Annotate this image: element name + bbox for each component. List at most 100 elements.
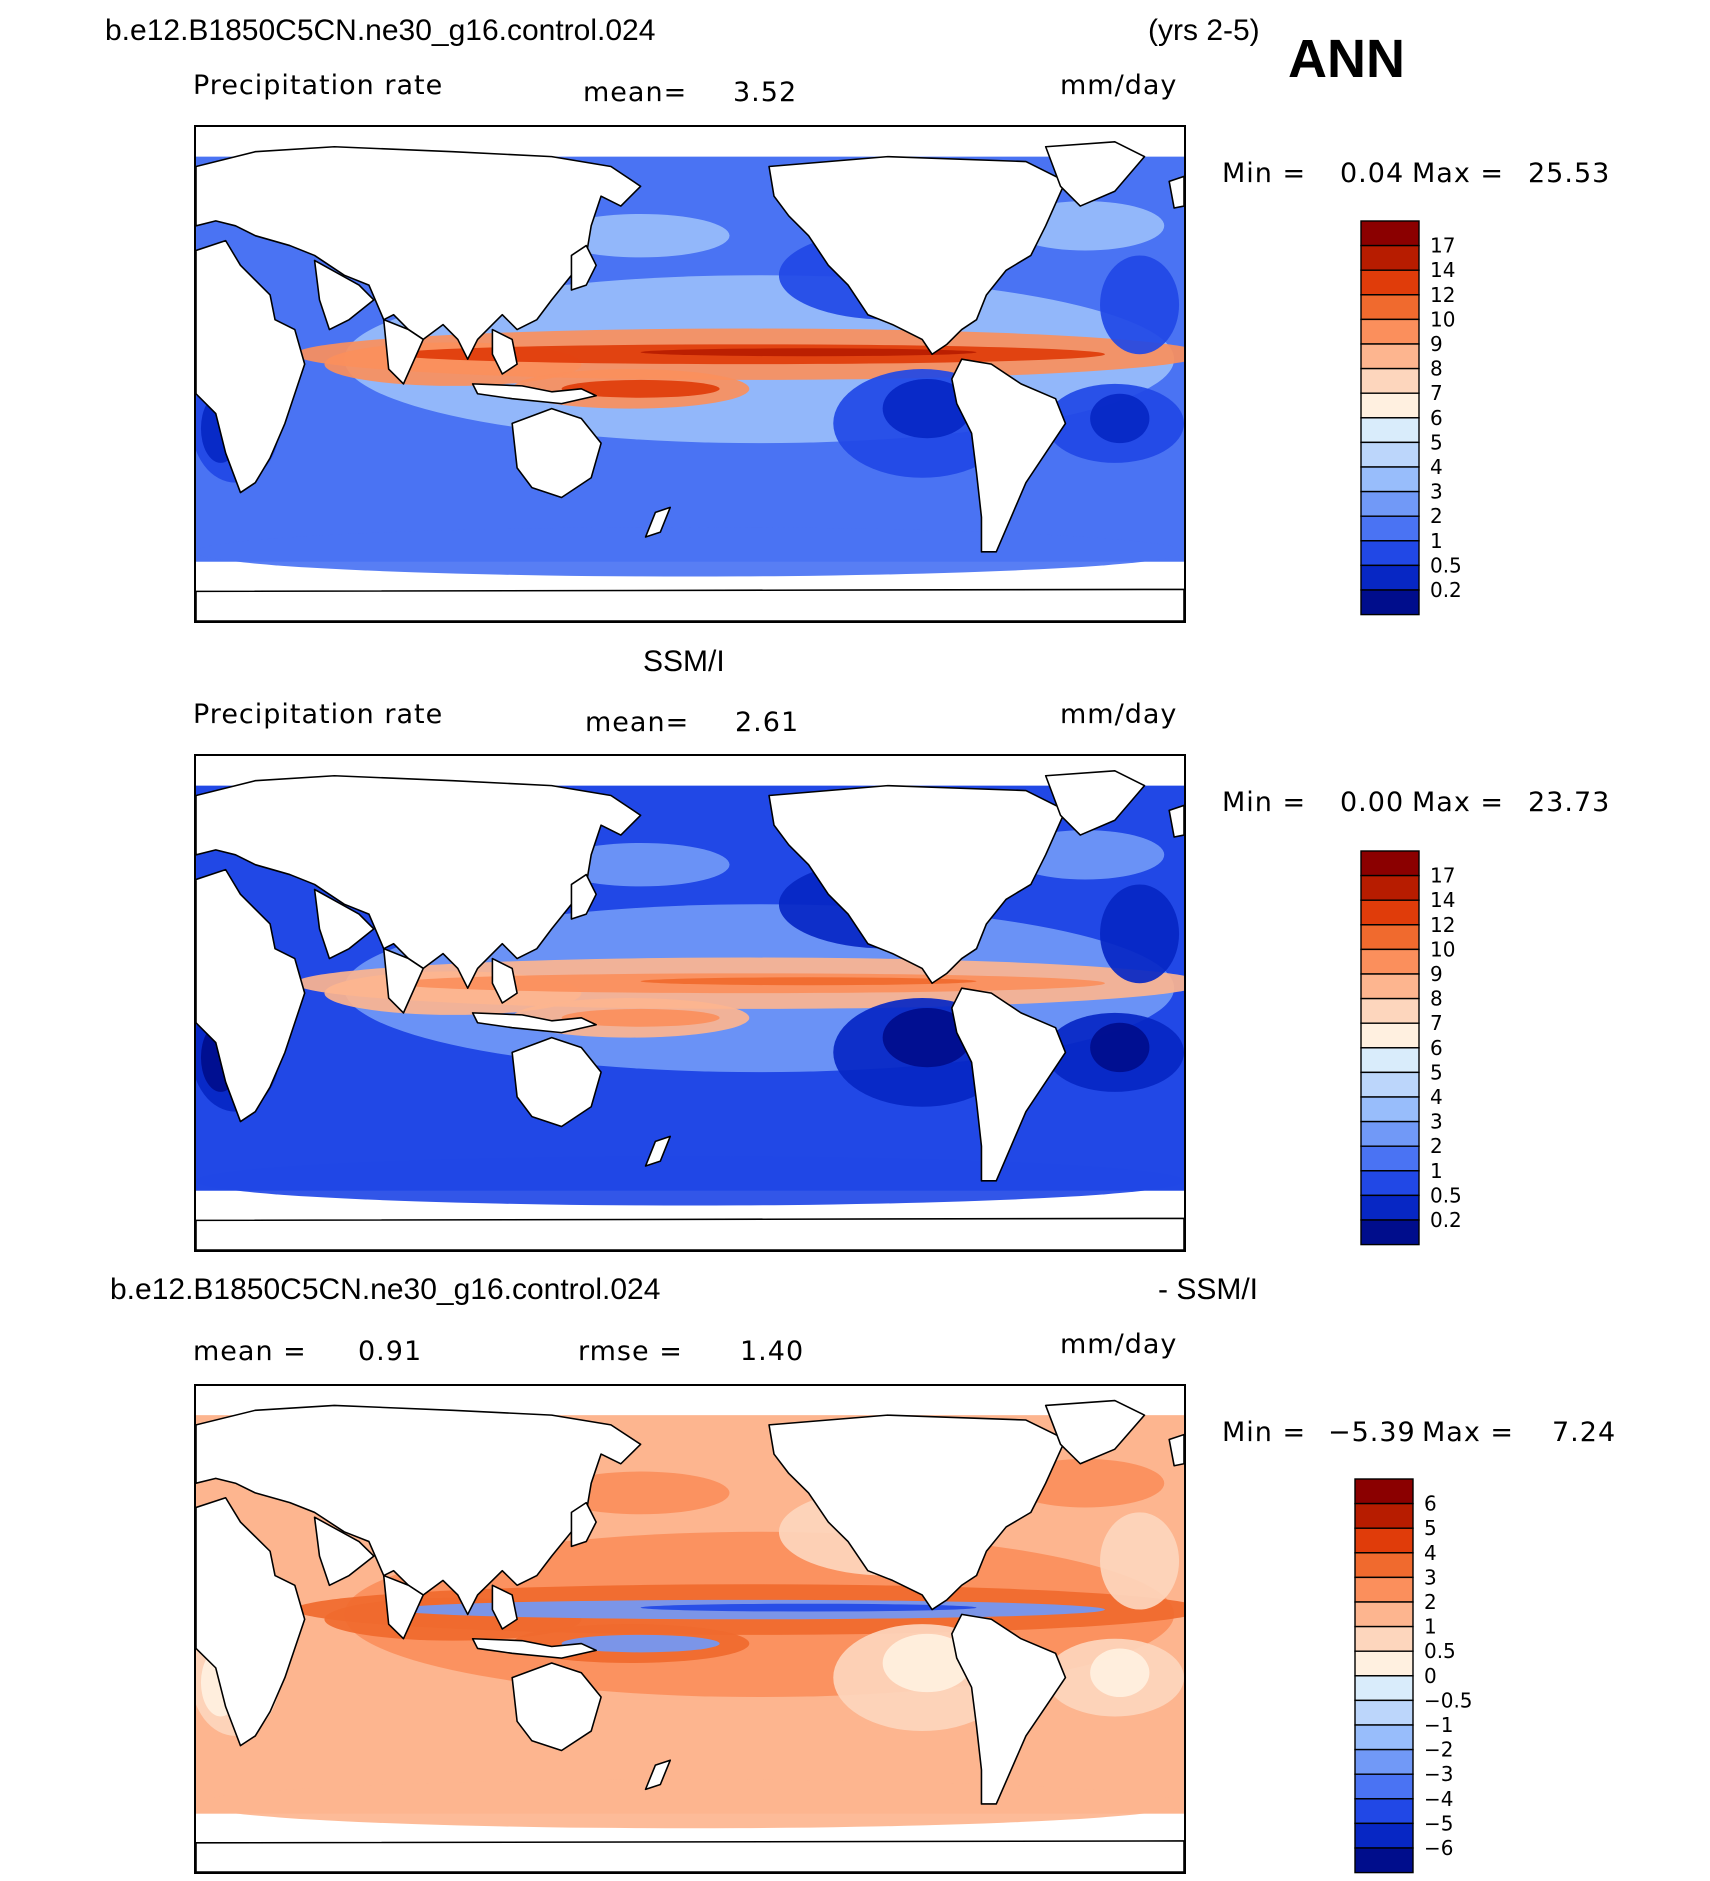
panel-2-min-value: 0.00 [1340,787,1405,818]
land-greenland [1044,141,1146,207]
colorbar-label: 6 [1424,1492,1437,1516]
colorbar-swatch [1354,1699,1414,1726]
colorbar-label: 4 [1430,1085,1443,1109]
colorbar-label: 5 [1430,1060,1443,1084]
colorbar-swatch [1360,269,1420,296]
panel-2-map [194,754,1186,1252]
land-antarctica [196,588,1184,621]
colorbar-label: 0 [1424,1664,1437,1688]
colorbar-swatch [1360,589,1420,616]
field-contour [1090,1648,1150,1698]
colorbar-label: 1 [1424,1615,1437,1639]
colorbar-label: −4 [1424,1787,1453,1811]
colorbar-swatch [1360,924,1420,951]
land-nz [644,506,672,538]
colorbar-label: 7 [1430,381,1443,405]
land-uk [1168,804,1184,838]
land-n-america [768,155,1067,356]
land-arabia [313,888,375,960]
colorbar-label: 0.2 [1430,1208,1462,1232]
colorbar-swatch [1360,515,1420,542]
land-australia [511,407,602,499]
land-europe-asia [196,1404,642,1616]
colorbar-label: −6 [1424,1836,1453,1860]
land-greenland [1044,1399,1146,1465]
colorbar-swatch [1360,1170,1420,1197]
colorbar-label: 2 [1430,504,1443,528]
colorbar-swatch [1360,1194,1420,1221]
panel-2-max-label: Max = [1412,787,1505,818]
colorbar-swatch [1360,948,1420,975]
colorbar-swatch [1360,1071,1420,1098]
colorbar-label: 10 [1430,307,1455,331]
land-n-america [768,1414,1067,1611]
panel-3-min-label: Min = [1222,1417,1307,1448]
colorbar-label: 14 [1430,888,1455,912]
panel-1-min-label: Min = [1222,158,1307,189]
field-contour [196,1779,1184,1829]
colorbar-swatch [1360,874,1420,901]
land-india [382,947,425,1014]
field-contour [640,1603,977,1612]
land-nz [644,1759,672,1791]
panel-2-colorbar: 17 14 12 10 9 8 7 6 5 4 3 2 1 0.5 0.2 [1360,850,1510,1246]
panel-1-min-value: 0.04 [1340,158,1405,189]
colorbar-label: 5 [1430,430,1443,454]
colorbar-label: 12 [1430,283,1455,307]
panel-2-min-label: Min = [1222,787,1307,818]
land-greenland [1044,770,1146,836]
panel-3-mean-label: mean = [193,1336,307,1367]
colorbar-label: 0.5 [1430,553,1462,577]
panel-3-mean-value: 0.91 [358,1336,423,1367]
colorbar-swatch [1360,1145,1420,1172]
field-contour [561,379,720,398]
colorbar-swatch [1360,417,1420,444]
colorbar-swatch [1360,540,1420,567]
colorbar-swatch [1360,1096,1420,1123]
land-arabia [313,1516,375,1587]
years-label: (yrs 2-5) [1148,14,1260,47]
colorbar-label: 4 [1424,1541,1437,1565]
land-arabia [313,259,375,331]
colorbar-swatch [1354,1576,1414,1603]
colorbar-label: 5 [1424,1516,1437,1540]
colorbar-swatch [1354,1478,1414,1505]
land-india [382,318,425,385]
panel-1-colorbar: 17 14 12 10 9 8 7 6 5 4 3 2 1 0.5 0.2 [1360,220,1510,616]
panel-2-max-value: 23.73 [1528,787,1611,818]
field-contour [640,348,977,357]
field-contour [561,1634,720,1653]
panel-2-mean-label: mean= [585,707,690,738]
colorbar-label: 0.2 [1430,578,1462,602]
colorbar-swatch [1360,318,1420,345]
colorbar-label: 3 [1430,1110,1443,1134]
colorbar-swatch [1360,343,1420,370]
colorbar-swatch [1360,1219,1420,1246]
land-japan [570,1501,597,1548]
colorbar-swatch [1360,367,1420,394]
panel-2-subtitle: SSM/I [643,645,725,678]
colorbar-label: 17 [1430,864,1455,888]
colorbar-label: 0.5 [1430,1183,1462,1207]
panel-1-mean-value: 3.52 [733,77,798,108]
panel-1-max-label: Max = [1412,158,1505,189]
field-contour [551,1471,730,1515]
land-australia [511,1036,602,1128]
colorbar-label: 10 [1430,937,1455,961]
colorbar-swatch [1360,441,1420,468]
colorbar-swatch [1354,1601,1414,1628]
colorbar-swatch [1354,1724,1414,1751]
land-uk [1168,175,1184,209]
land-indonesia [471,1637,597,1659]
world-map-svg [196,770,1184,1250]
panel-3-rmse-label: rmse = [578,1336,683,1367]
panel-1-map [194,125,1186,623]
field-contour [551,213,730,258]
land-africa [196,1497,306,1747]
colorbar-swatch [1354,1847,1414,1874]
field-contour [196,1156,1184,1206]
land-se-asia [491,328,518,375]
panel-3-subtitle: - SSM/I [1158,1273,1259,1306]
